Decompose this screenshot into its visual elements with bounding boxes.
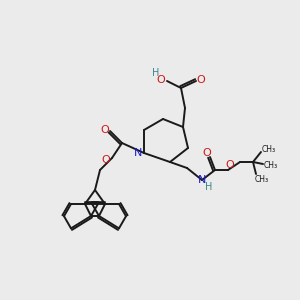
Text: O: O [226,160,234,170]
Text: H: H [152,68,160,78]
Text: N: N [198,175,206,185]
Text: O: O [102,155,110,165]
Text: CH₃: CH₃ [262,145,276,154]
Text: O: O [196,75,206,85]
Text: O: O [100,125,109,135]
Text: N: N [134,148,142,158]
Text: CH₃: CH₃ [255,175,269,184]
Text: CH₃: CH₃ [264,160,278,169]
Text: O: O [202,148,211,158]
Text: O: O [157,75,165,85]
Text: H: H [205,182,213,192]
